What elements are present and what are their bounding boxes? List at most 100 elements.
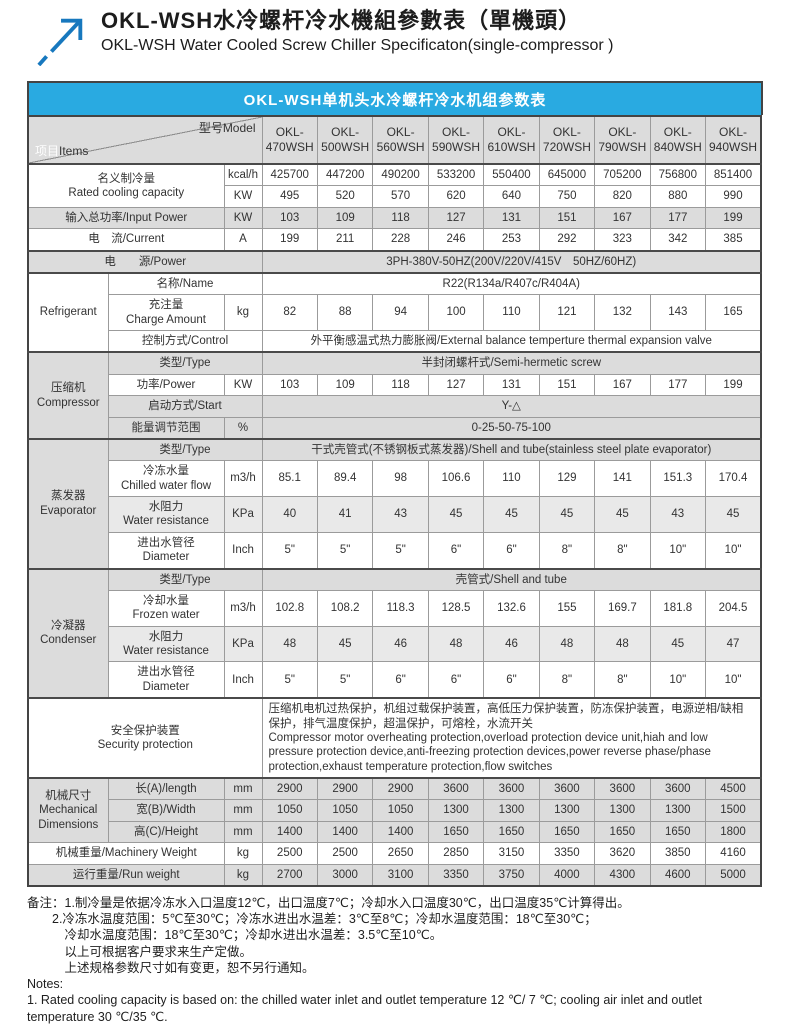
row-label-cell: 充注量 Charge Amount: [107, 294, 225, 331]
value-cell: 48: [594, 625, 651, 663]
value-cell: 177: [649, 373, 707, 397]
value-cell: 1400: [261, 820, 318, 844]
value-cell: 10": [649, 531, 707, 570]
value-cell: 45: [649, 625, 707, 663]
value-cell: 106.6: [427, 460, 485, 497]
value-cell: 1800: [705, 820, 762, 844]
value-cell: 132: [594, 294, 651, 331]
value-cell: 2500: [316, 842, 374, 865]
value-cell: 820: [594, 185, 651, 208]
value-cell: 151: [538, 373, 596, 397]
note-line: Notes:: [27, 977, 64, 992]
value-cell: 2700: [261, 863, 318, 887]
table-title-banner: OKL-WSH单机头水冷螺杆冷水机组参数表: [27, 81, 763, 115]
value-cell: 82: [261, 294, 318, 331]
value-cell: 118: [372, 373, 429, 397]
group-cell: 压缩机 Compressor: [27, 351, 109, 440]
row-evaporator-type: 蒸发器 Evaporator 类型/Type 干式壳管式(不锈钢板式蒸发器)/She…: [27, 437, 762, 569]
row-control: 控制方式/Control 外平衡感温式热力膨胀阀/External balance…: [28, 330, 762, 353]
value-cell: 165: [705, 294, 762, 331]
row-cond-diameter: 进出水管径 Diameter Inch 5" 5" 6" 6" 6" 8" 8" 10" 10": [28, 661, 762, 699]
value-cell: 640: [483, 185, 540, 208]
value-cell: 1300: [483, 799, 540, 822]
value-cell: 128.5: [427, 589, 485, 627]
value-cell: 181.8: [649, 589, 707, 627]
row-compressor-type: 压缩机 Compressor 类型/Type 半封闭螺杆式/Semi-hermeti…: [27, 351, 762, 440]
value-cell: 2850: [427, 842, 485, 865]
unit-cell: Inch: [223, 531, 263, 570]
corner-items-en: Items: [59, 144, 89, 158]
value-cell: 2500: [261, 842, 318, 865]
value-cell: 6": [427, 531, 485, 570]
row-label-cell: 名称/Name: [107, 271, 263, 296]
unit-cell: KW: [223, 185, 263, 208]
value-cell: 199: [261, 228, 318, 251]
value-cell: 3000: [316, 863, 374, 887]
row-power-supply: 电 源/Power 3PH-380V-50HZ(200V/220V/415V 50…: [27, 249, 762, 274]
value-cell: 127: [427, 206, 485, 230]
row-compressor-power: 功率/Power KW 103 109 118 127 131 151 167 177 199: [28, 373, 762, 397]
spec-table-body: 名义制冷量 Rated cooling capacity kcal/h 425700…: [27, 162, 762, 887]
value-cell: 8": [594, 661, 651, 699]
value-cell: 155: [538, 589, 596, 627]
group-cell: 蒸发器 Evaporator: [27, 437, 109, 569]
unit-cell: KPa: [223, 625, 263, 663]
unit-cell: A: [223, 228, 263, 251]
unit-cell: kg: [223, 294, 263, 331]
value-cell: 5": [372, 531, 429, 570]
note-line: 上述规格参数尺寸如有变更，恕不另行通知。: [27, 960, 315, 975]
row-label-cell: 能量调节范围: [107, 416, 225, 440]
row-label-cell: 名义制冷量 Rated cooling capacity: [27, 162, 225, 208]
unit-cell: KW: [223, 373, 263, 397]
value-cell: 109: [316, 206, 374, 230]
row-label-cell: 冷冻水量 Chilled water flow: [107, 460, 225, 497]
row-energy-range: 能量调节范围% 0-25-50-75-100: [28, 416, 762, 440]
value-cell: 94: [372, 294, 429, 331]
value-cell: 570: [372, 185, 429, 208]
row-height: 高(C)/Height mm 1400 1400 1400 1650 1650 1650 165…: [28, 820, 762, 844]
value-cell: 1650: [538, 820, 596, 844]
value-cell: 45: [483, 496, 540, 533]
value-cell: 103: [261, 373, 318, 397]
value-cell: 100: [427, 294, 485, 331]
value-cell: 520: [316, 185, 374, 208]
value-cell: 756800: [649, 163, 707, 187]
value-cell: 1650: [483, 820, 540, 844]
value-cell: 8": [594, 531, 651, 570]
value-cell: 620: [427, 185, 485, 208]
value-cell: 41: [316, 496, 374, 533]
model-header-cell: OKL- 590WSH: [427, 115, 485, 165]
value-cell: 292: [538, 228, 596, 251]
value-cell: 1050: [261, 799, 318, 822]
row-label-cell: 安全保护装置 Security protection: [27, 697, 263, 779]
value-cell: 3350: [427, 863, 485, 887]
value-cell: 750: [538, 185, 596, 208]
value-cell: 2900: [316, 777, 374, 801]
row-condenser-type: 冷凝器 Condenser 类型/Type 壳管式/Shell and tube: [27, 567, 762, 699]
value-cell: 490200: [372, 163, 429, 187]
row-label-cell: 运行重量/Run weight: [27, 863, 225, 887]
row-label-cell: 宽(B)/Width: [107, 799, 225, 822]
model-header-cell: OKL- 720WSH: [538, 115, 596, 165]
value-cell: 385: [705, 228, 762, 251]
value-cell: 1050: [316, 799, 374, 822]
value-cell: 118.3: [372, 589, 429, 627]
row-label-cell: 类型/Type: [107, 437, 263, 462]
value-cell: 4500: [705, 777, 762, 801]
row-evap-diameter: 进出水管径 Diameter Inch 5" 5" 5" 6" 6" 8" 8" 10" 10": [28, 531, 762, 570]
row-label-cell: 进出水管径 Diameter: [107, 531, 225, 570]
value-cell: 3100: [372, 863, 429, 887]
model-header-cell: OKL- 500WSH: [316, 115, 374, 165]
value-cell: 108.2: [316, 589, 374, 627]
value-cell: 170.4: [705, 460, 762, 497]
value-cell: 1650: [594, 820, 651, 844]
value-cell: 6": [483, 661, 540, 699]
unit-cell: %: [223, 416, 263, 440]
note-line: 冷却水温度范围：18℃至30℃；冷却水进出水温差：3.5℃至10℃。: [27, 928, 443, 943]
note-line: 2.冷冻水温度范围：5℃至30℃；冷冻水进出水温差：3℃至8℃；冷却水温度范围：…: [27, 912, 597, 927]
value-cell: 5": [316, 661, 374, 699]
value-cell: 3600: [483, 777, 540, 801]
row-refrigerant-name: Refrigerant 名称/Name R22(R134a/R407c/R404A): [27, 271, 762, 353]
value-cell: 1500: [705, 799, 762, 822]
unit-cell: kg: [223, 842, 263, 865]
